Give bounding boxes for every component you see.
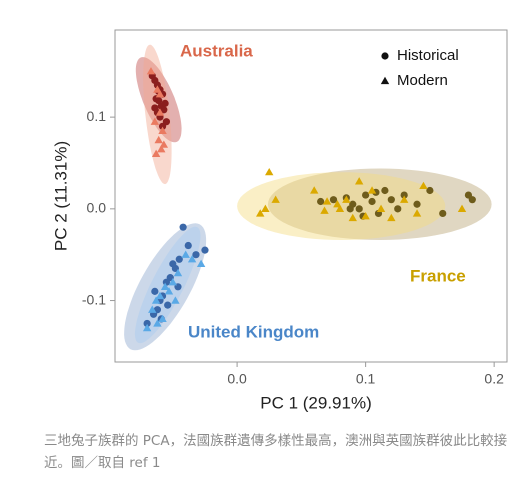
circle-point — [161, 99, 169, 107]
caption: 三地兔子族群的 PCA，法國族群遺傳多樣性最高，澳洲與英國族群彼此比較接近。圖／… — [44, 433, 508, 471]
triangle-point — [387, 213, 396, 222]
ellipse — [267, 168, 492, 240]
circle-point — [169, 260, 177, 268]
circle-point — [164, 301, 172, 309]
triangle-point — [181, 250, 190, 258]
circle-point — [329, 196, 338, 204]
triangle-point — [354, 177, 364, 185]
circle-point — [179, 223, 187, 231]
triangle-point — [412, 209, 422, 217]
y-tick-label: 0.0 — [87, 200, 107, 216]
triangle-point — [256, 209, 265, 217]
circle-point — [317, 197, 325, 206]
triangle-point — [150, 117, 160, 125]
triangle-point — [155, 108, 165, 116]
y-tick-label: -0.1 — [82, 291, 106, 307]
x-tick-label: 0.1 — [356, 371, 376, 387]
circle-point — [151, 104, 159, 112]
triangle-point — [367, 186, 377, 194]
triangle-point — [154, 135, 163, 144]
x-tick-label: 0.2 — [484, 371, 504, 387]
circle-point — [175, 255, 183, 263]
circle-point — [160, 106, 168, 114]
circle-point — [394, 205, 402, 213]
circle-point — [346, 205, 354, 213]
triangle-point — [155, 89, 165, 98]
triangle-point — [380, 76, 390, 85]
circle-point — [155, 97, 163, 105]
triangle-point — [271, 195, 280, 203]
circle-point — [381, 186, 389, 195]
triangle-point — [157, 145, 166, 153]
ellipse — [237, 172, 446, 240]
triangle-point — [155, 291, 165, 300]
triangle-point — [164, 287, 174, 295]
circle-point — [400, 191, 408, 199]
triangle-point — [168, 278, 178, 286]
triangle-point — [187, 255, 197, 263]
group-label: United Kingdom — [188, 322, 319, 341]
circle-point — [162, 278, 171, 286]
circle-point — [439, 209, 447, 218]
triangle-point — [158, 314, 167, 323]
circle-point — [192, 251, 200, 259]
circle-point — [368, 197, 376, 206]
triangle-point — [310, 186, 319, 194]
triangle-point — [457, 204, 467, 212]
circle-point — [387, 196, 395, 204]
legend-label: Historical — [397, 47, 459, 64]
triangle-point — [342, 195, 351, 203]
x-tick-label: 0.0 — [227, 371, 247, 387]
triangle-point — [151, 296, 161, 304]
circle-point — [426, 186, 434, 195]
y-tick-label: 0.1 — [87, 108, 107, 124]
triangle-point — [265, 167, 274, 176]
circle-point — [184, 241, 192, 250]
triangle-point — [419, 181, 428, 190]
triangle-point — [320, 206, 329, 214]
circle-point — [413, 200, 421, 208]
x-axis-title: PC 1 (29.91%) — [260, 393, 372, 412]
circle-point — [468, 196, 476, 204]
group-label: France — [410, 266, 466, 285]
triangle-point — [196, 259, 206, 268]
group-label: Australia — [180, 41, 253, 60]
circle-point — [355, 205, 363, 213]
triangle-point — [322, 197, 332, 205]
triangle-point — [348, 213, 357, 222]
triangle-point — [159, 140, 169, 148]
circle-point — [158, 122, 167, 130]
triangle-point — [146, 67, 156, 75]
triangle-point — [148, 305, 157, 313]
triangle-point — [173, 268, 183, 277]
triangle-point — [158, 126, 167, 135]
triangle-point — [335, 204, 345, 212]
circle-point — [362, 191, 370, 199]
triangle-point — [142, 323, 152, 332]
chart: PC 1 (29.91%) PC 2 (11.31%) 0.0 0.1 0.2 -0.… — [51, 29, 508, 412]
triangle-point — [171, 296, 180, 304]
y-axis-title: PC 2 (11.31%) — [51, 141, 70, 251]
triangle-point — [153, 319, 162, 327]
circle-point — [381, 52, 389, 60]
triangle-point — [261, 204, 270, 212]
triangle-point — [376, 204, 386, 212]
circle-point — [143, 319, 151, 328]
legend-label: Modern — [397, 72, 448, 89]
triangle-point — [151, 149, 161, 157]
circle-point — [201, 246, 209, 254]
triangle-point — [361, 211, 370, 220]
triangle-point — [160, 282, 170, 290]
plot-frame — [114, 29, 508, 363]
triangle-point — [399, 195, 409, 203]
circle-point — [151, 287, 159, 295]
